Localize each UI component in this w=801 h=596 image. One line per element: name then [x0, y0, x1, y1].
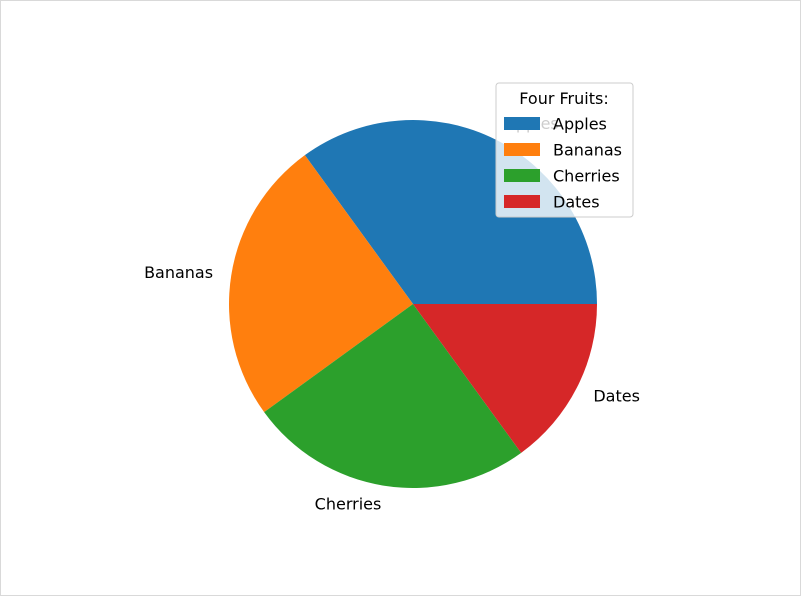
legend-swatch-apples	[504, 117, 540, 130]
legend-label-apples: Apples	[553, 115, 607, 134]
slice-dates	[413, 304, 597, 453]
legend-label-bananas: Bananas	[553, 141, 622, 160]
legend: Four Fruits: Apples Bananas Cherries Dates	[495, 82, 634, 218]
legend-entries: Apples Bananas Cherries Dates	[504, 115, 622, 212]
slice-label-dates: Dates	[593, 386, 640, 405]
legend-frame	[495, 82, 634, 218]
legend-swatch-bananas	[504, 143, 540, 156]
legend-label-dates: Dates	[553, 193, 600, 212]
slice-label-bananas: Bananas	[144, 263, 213, 282]
legend-swatch-cherries	[504, 169, 540, 182]
legend-title: Four Fruits:	[519, 89, 608, 108]
slice-label-cherries: Cherries	[315, 494, 382, 513]
legend-label-cherries: Cherries	[553, 167, 620, 186]
slice-bananas	[229, 155, 413, 413]
slice-cherries	[264, 304, 522, 488]
legend-swatch-dates	[504, 195, 540, 208]
